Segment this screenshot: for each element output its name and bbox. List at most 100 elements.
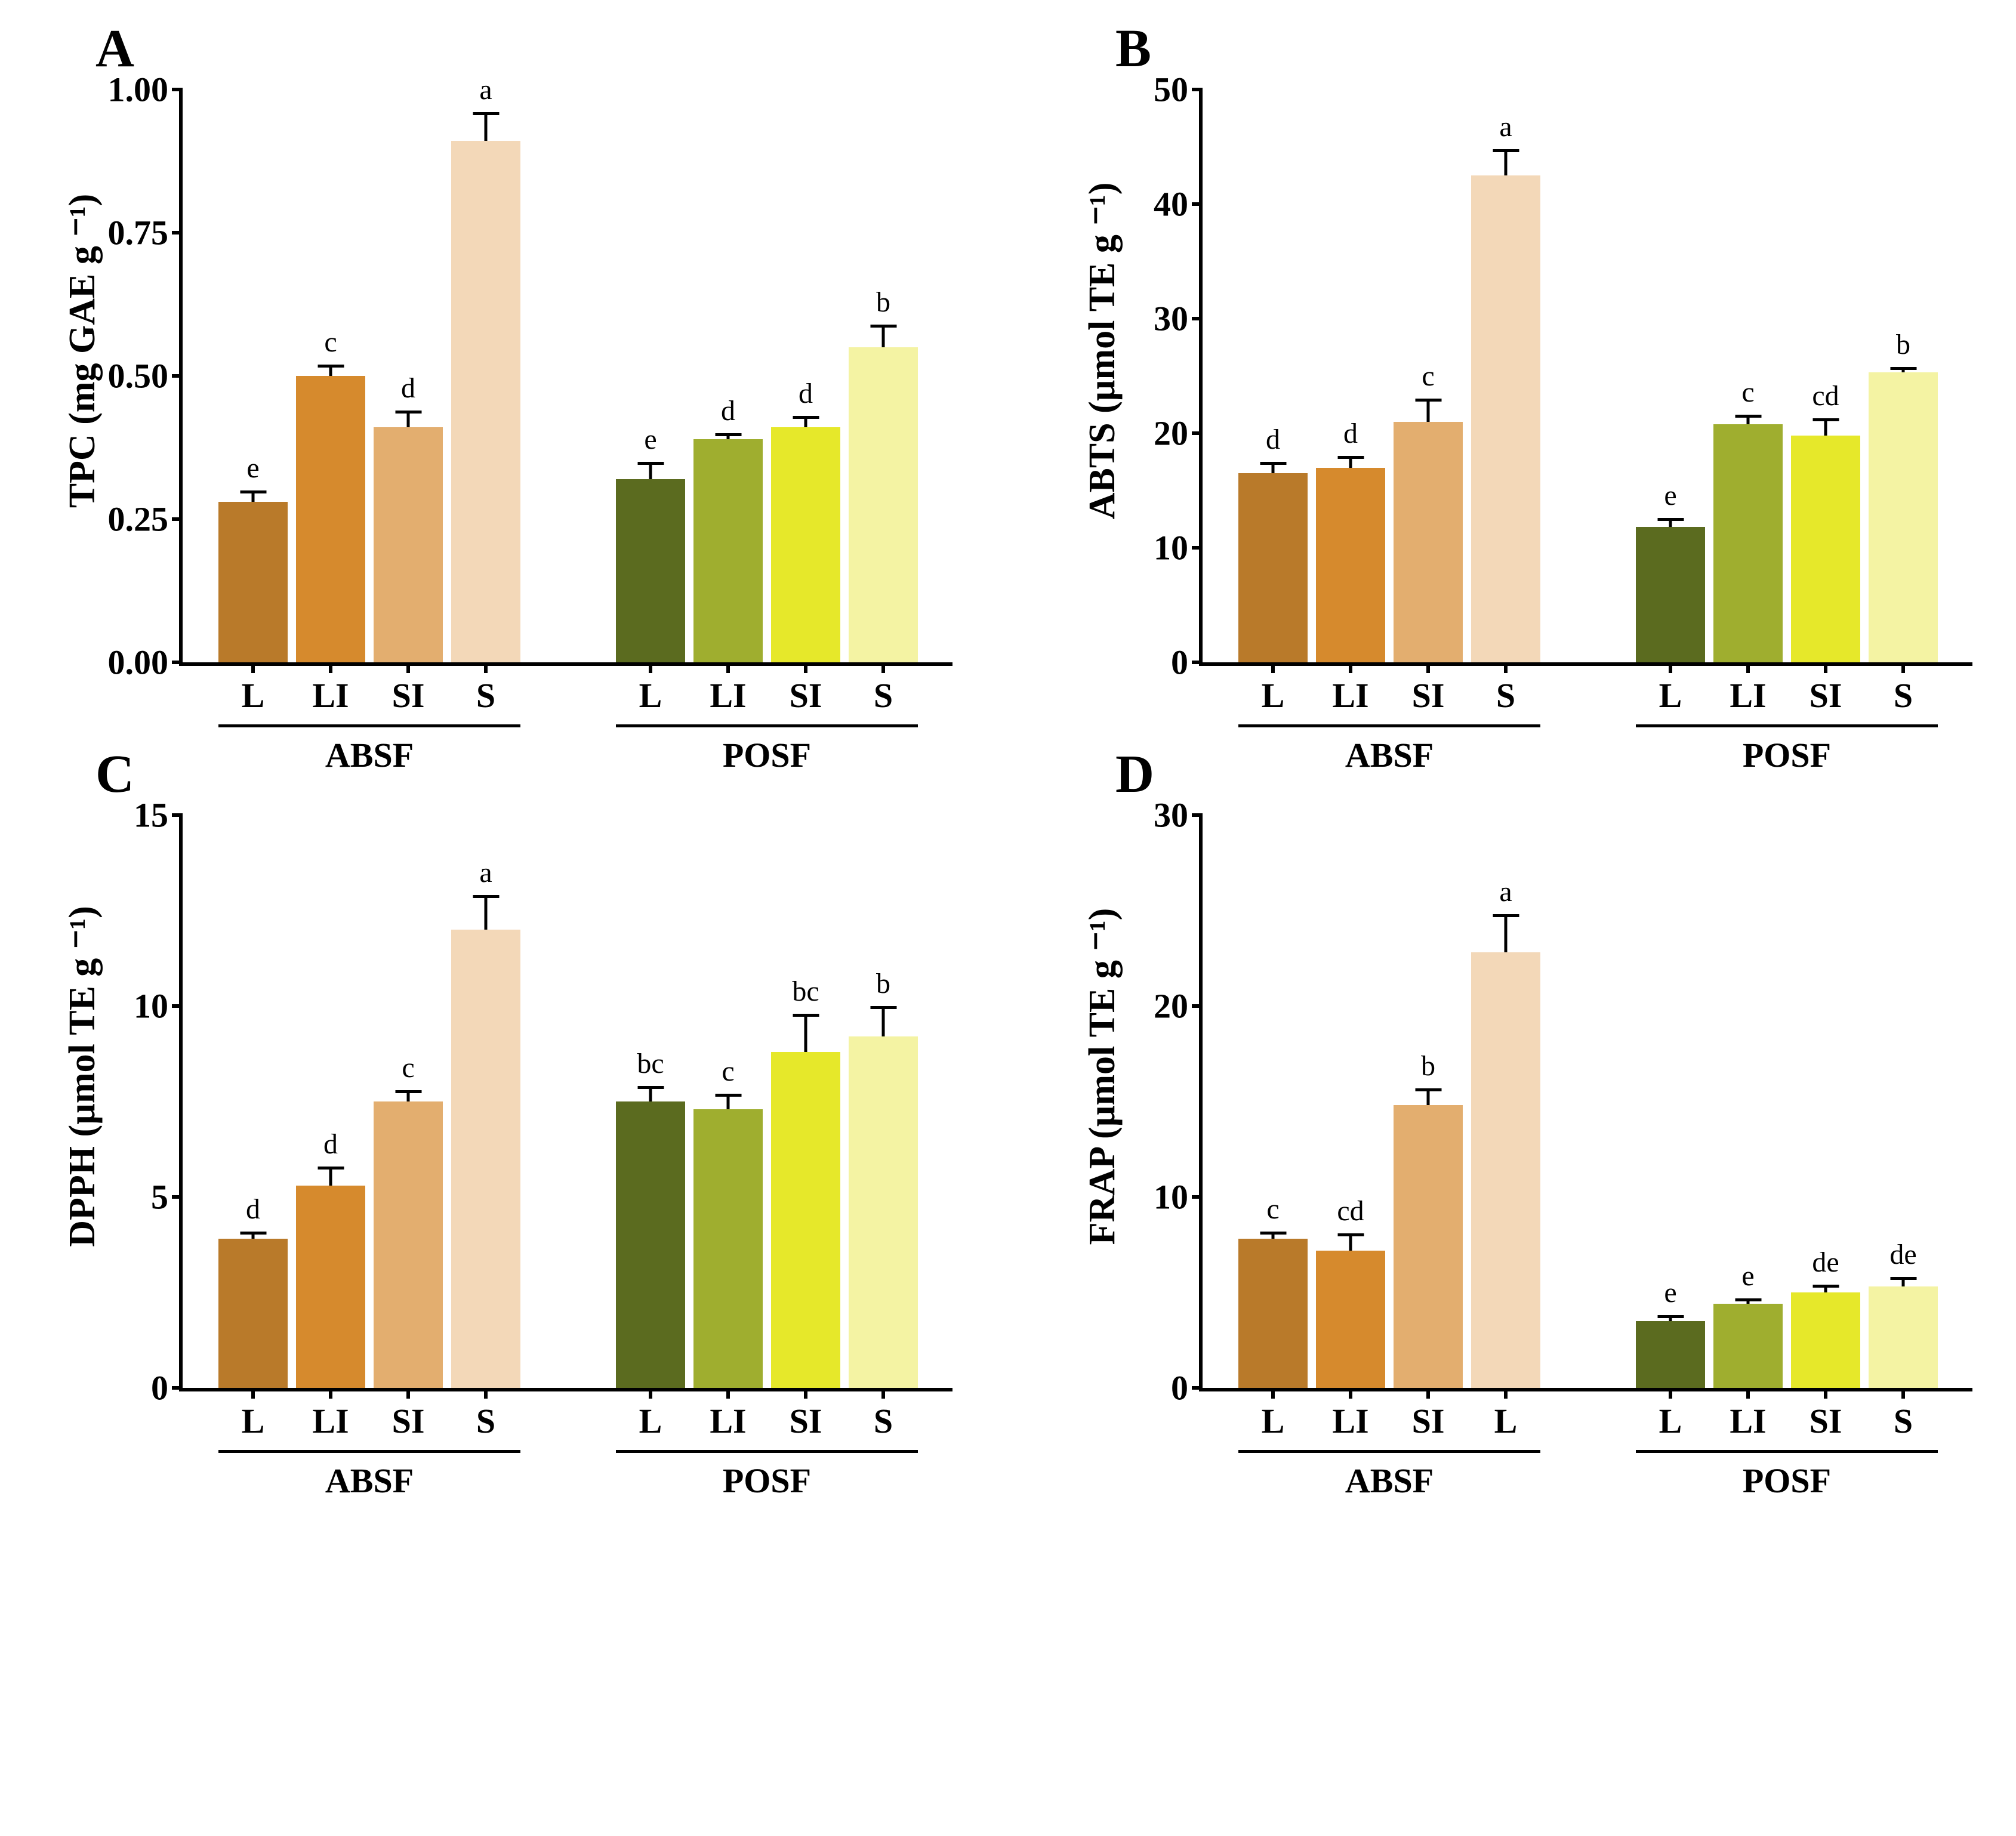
- x-tick-label: L: [1659, 1401, 1682, 1441]
- group-underline: [1238, 724, 1540, 727]
- y-tick: [172, 231, 183, 234]
- significance-label: a: [1499, 875, 1512, 908]
- group-underline: [1636, 1450, 1938, 1453]
- y-tick: [172, 813, 183, 817]
- y-tick-label: 20: [1154, 414, 1188, 453]
- error-bar: c: [329, 365, 332, 376]
- x-tick-label: S: [874, 1401, 893, 1441]
- bar: e: [1636, 527, 1705, 662]
- y-tick-label: 15: [134, 795, 168, 835]
- bar: cd: [1791, 436, 1860, 662]
- significance-label: b: [876, 967, 890, 1000]
- x-tick: [1504, 1388, 1508, 1399]
- error-cap: [317, 365, 344, 368]
- significance-label: c: [1266, 1193, 1279, 1226]
- x-tick-label: LI: [710, 1401, 746, 1441]
- bar: a: [1471, 175, 1540, 662]
- x-tick: [1901, 1388, 1905, 1399]
- x-tick-label: L: [1262, 1401, 1285, 1441]
- figure-grid: A0.000.250.500.751.00ecdaeddbLLISISLLISI…: [0, 0, 2016, 1415]
- error-bar: e: [252, 490, 255, 502]
- error-bar: d: [804, 416, 807, 427]
- x-tick-label: L: [639, 675, 662, 715]
- error-bar: c: [1427, 399, 1430, 421]
- significance-label: d: [323, 1128, 338, 1161]
- y-axis-label: TPC (mg GAE g ⁻¹): [60, 194, 104, 508]
- bars-container: ddcaeccdb: [1203, 90, 1972, 662]
- bars-container: ccdbaeedede: [1203, 815, 1972, 1388]
- error-cap: [317, 1167, 344, 1170]
- x-tick-label: LI: [312, 1401, 349, 1441]
- y-tick: [1192, 1004, 1203, 1008]
- error-bar: bc: [804, 1014, 807, 1052]
- significance-label: b: [1896, 328, 1910, 361]
- y-tick-label: 10: [1154, 528, 1188, 568]
- significance-label: a: [479, 856, 492, 889]
- bar: b: [1394, 1105, 1463, 1388]
- y-tick: [1192, 1386, 1203, 1390]
- error-cap: [1493, 149, 1519, 152]
- error-bar: a: [485, 112, 488, 141]
- error-cap: [395, 411, 421, 414]
- error-cap: [1337, 456, 1364, 459]
- y-tick: [1192, 1195, 1203, 1199]
- y-tick-label: 30: [1154, 299, 1188, 339]
- x-tick-label: SI: [790, 1401, 822, 1441]
- y-tick-label: 0.50: [108, 356, 169, 396]
- y-tick: [1192, 88, 1203, 91]
- bar: d: [1238, 473, 1308, 662]
- group-label: ABSF: [1345, 1461, 1434, 1501]
- y-tick: [1192, 661, 1203, 664]
- bar: c: [1238, 1239, 1308, 1388]
- x-tick: [1669, 1388, 1672, 1399]
- group-label: POSF: [1743, 1461, 1831, 1501]
- significance-label: a: [479, 73, 492, 106]
- significance-label: cd: [1337, 1195, 1364, 1227]
- x-tick: [1426, 662, 1430, 673]
- significance-label: b: [1421, 1050, 1435, 1082]
- bar: e: [1713, 1304, 1783, 1388]
- error-cap: [240, 490, 266, 493]
- x-tick: [649, 662, 652, 673]
- panel-D: D0102030ccdbaeededeLLISILLLISISABSFPOSFF…: [1044, 761, 1992, 1391]
- bar: bc: [616, 1101, 685, 1388]
- error-cap: [870, 1006, 896, 1009]
- x-tick: [1901, 662, 1905, 673]
- group-underline: [218, 1450, 520, 1453]
- y-tick-label: 40: [1154, 184, 1188, 224]
- x-tick: [406, 1388, 410, 1399]
- significance-label: e: [1664, 479, 1676, 512]
- x-tick-label: L: [242, 1401, 265, 1441]
- bar: b: [1869, 372, 1938, 662]
- bar: e: [218, 502, 288, 662]
- x-tick-label: LI: [1730, 675, 1766, 715]
- error-cap: [1260, 462, 1286, 465]
- panel-C: C051015ddcabccbcbLLISISLLISISABSFPOSFDPP…: [24, 761, 972, 1391]
- significance-label: d: [1266, 423, 1280, 456]
- x-tick-label: SI: [1412, 675, 1445, 715]
- y-tick: [172, 1004, 183, 1008]
- group-label: ABSF: [325, 1461, 414, 1501]
- x-tick: [1349, 1388, 1352, 1399]
- panel-letter: B: [1115, 18, 1151, 79]
- error-bar: b: [882, 1006, 885, 1036]
- x-tick: [804, 1388, 807, 1399]
- bar: de: [1869, 1286, 1938, 1388]
- error-bar: c: [407, 1090, 410, 1101]
- bar: d: [296, 1186, 365, 1388]
- x-tick-label: SI: [1810, 1401, 1842, 1441]
- y-tick-label: 0.00: [108, 643, 169, 683]
- y-tick-label: 50: [1154, 70, 1188, 110]
- error-cap: [1493, 914, 1519, 917]
- y-tick: [1192, 431, 1203, 435]
- x-tick: [251, 1388, 255, 1399]
- x-tick: [1504, 662, 1508, 673]
- x-tick: [881, 1388, 885, 1399]
- significance-label: b: [876, 286, 890, 319]
- error-cap: [240, 1232, 266, 1235]
- error-bar: a: [1505, 149, 1508, 175]
- panel-B: B01020304050ddcaeccdbLLISISLLISISABSFPOS…: [1044, 36, 1992, 666]
- group-underline: [218, 724, 520, 727]
- error-cap: [870, 325, 896, 328]
- y-tick-label: 1.00: [108, 70, 169, 110]
